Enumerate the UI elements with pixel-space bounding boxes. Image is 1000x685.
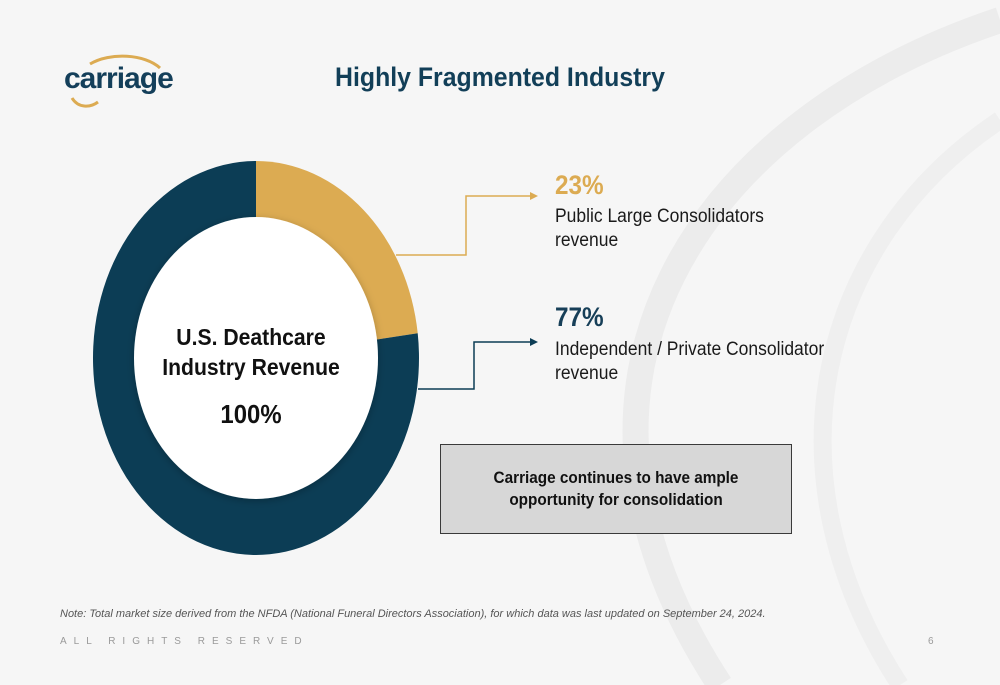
arrowhead-gold [530, 192, 538, 200]
connector-line-navy [418, 341, 531, 390]
connector-line-gold [396, 195, 531, 256]
slice-label-independent-percent: 77% [555, 302, 604, 332]
center-value: 100% [220, 399, 282, 429]
donut-hole [134, 217, 378, 499]
arrowhead-navy [530, 338, 538, 346]
page-title: Highly Fragmented Industry [335, 62, 665, 92]
slice-label-public-percent: 23% [555, 170, 604, 200]
page-number: 6 [928, 636, 934, 647]
callout-text: Carriage continues to have ample opportu… [493, 468, 739, 509]
footer-rights: ALL RIGHTS RESERVED [60, 636, 309, 647]
callout-box: Carriage continues to have ample opportu… [440, 444, 792, 534]
center-label: U.S. Deathcare Industry Revenue [162, 324, 340, 380]
footnote: Note: Total market size derived from the… [60, 608, 766, 620]
carriage-logo: carriage [60, 50, 174, 110]
logo-text: carriage [64, 62, 174, 95]
logo-swoosh-icon [70, 54, 162, 108]
slice-label-independent-description: Independent / Private Consolidator reven… [555, 339, 825, 384]
slice-label-public-description: Public Large Consolidators revenue [555, 206, 764, 251]
